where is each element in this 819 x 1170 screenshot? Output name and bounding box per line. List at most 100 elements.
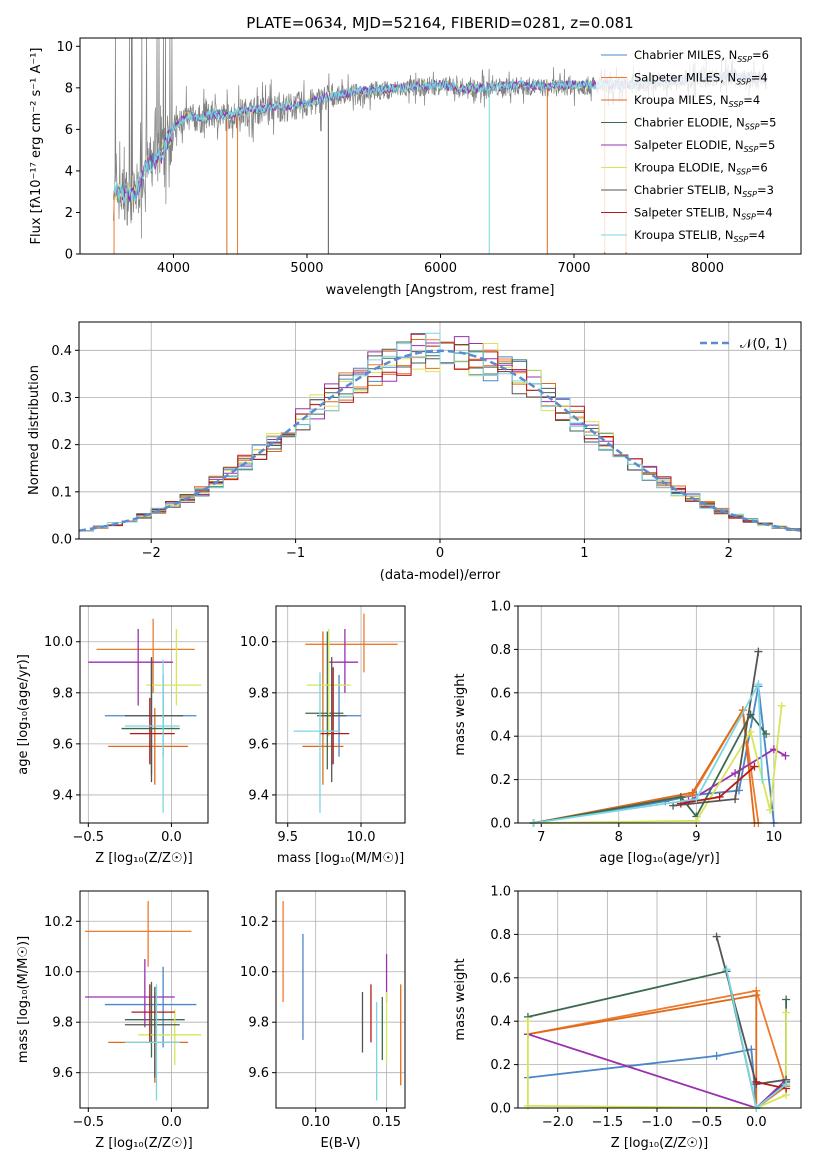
mass-vs-metallicity-panel: −0.5 0.0 9.6 9.8 10.0 10.2 Z [log₁₀(Z/Z☉)] mass… — [16, 890, 209, 1151]
age-z-xtick-label: 0.0 — [161, 830, 182, 845]
mass-ebv-xtick-label: 0.15 — [372, 1115, 401, 1130]
legend-count: =4 — [743, 93, 760, 107]
mw-age-marker — [692, 795, 701, 804]
histogram-ytick-label: 0.1 — [51, 485, 72, 500]
histogram-xlabel: (data-model)/error — [380, 568, 501, 583]
mw-z-marker — [782, 995, 791, 1004]
mw-z-ytick-label: 0.2 — [490, 1058, 511, 1073]
spectrum-xtick-label: 4000 — [157, 261, 190, 276]
histogram-xtick-label: 0 — [436, 546, 444, 561]
mw-age-marker — [765, 805, 774, 814]
mw-age-axes-frame — [517, 605, 802, 824]
legend-subscript: SSP — [741, 213, 756, 222]
mw-z-marker — [747, 1045, 756, 1054]
mw-z-series-line — [715, 936, 787, 1086]
mw-age-ytick-label: 0.2 — [490, 773, 511, 788]
legend-entry: Chabrier ELODIE, NSSP=5 — [634, 116, 776, 132]
mass-z-xtick-label: −0.5 — [73, 1115, 105, 1130]
mass-z-axes-frame — [79, 890, 209, 1109]
mw-z-xtick-label: −0.5 — [691, 1115, 723, 1130]
spectrum-ytick-label: 2 — [65, 206, 73, 221]
legend-entry: Kroupa STELIB, NSSP=4 — [634, 228, 765, 244]
legend-count: =6 — [752, 48, 769, 62]
spectrum-ytick-label: 10 — [56, 40, 73, 55]
mw-age-marker — [754, 647, 763, 656]
mw-age-series-line — [533, 680, 764, 824]
histogram-ytick-label: 0.3 — [51, 391, 72, 406]
age-mass-ytick-label: 10.0 — [240, 635, 269, 650]
mw-age-ytick-label: 0.4 — [490, 730, 511, 745]
age-mass-axes-frame — [275, 605, 406, 824]
legend-subscript: SSP — [745, 123, 760, 132]
age-z-ytick-label: 10.0 — [44, 635, 73, 650]
mw-z-marker — [523, 1101, 532, 1110]
mass-ebv-xtick-label: 0.10 — [301, 1115, 330, 1130]
mw-age-marker — [781, 751, 790, 760]
normal-curve — [78, 349, 802, 532]
residual-histogram-panel: −2 −1 0 1 2 0.0 0.1 0.2 0.3 0.4 (data-model)/erro… — [27, 321, 802, 583]
spectrum-xtick-label: 6000 — [424, 261, 457, 276]
mw-z-marker — [712, 932, 721, 941]
age-z-axes-frame — [79, 605, 209, 824]
age-mass-ytick-label: 9.4 — [248, 788, 269, 803]
legend-count: =4 — [748, 228, 765, 242]
histogram-xtick-label: 1 — [580, 546, 588, 561]
mw-age-ytick-label: 1.0 — [490, 600, 511, 615]
mw-z-ytick-label: 0.0 — [490, 1102, 511, 1117]
mass-vs-ebv-panel: 0.10 0.15 9.6 9.8 10.0 10.2 E(B-V) — [240, 890, 406, 1151]
mass-ebv-ytick-label: 9.8 — [248, 1016, 269, 1031]
massweight-vs-age-panel: 7 8 9 10 0.0 0.2 0.4 0.6 0.8 1.0 age [log₁₀(age/yr… — [453, 600, 802, 866]
histogram-axes-frame — [78, 321, 802, 540]
mw-age-ytick-label: 0.6 — [490, 686, 511, 701]
age-mass-ytick-label: 9.8 — [248, 686, 269, 701]
mw-z-xtick-label: −1.0 — [641, 1115, 673, 1130]
mw-z-marker — [752, 1077, 761, 1086]
histogram-step — [79, 332, 801, 532]
mw-z-marker — [752, 991, 761, 1000]
legend-count: =6 — [751, 161, 768, 175]
mw-z-xtick-label: −2.0 — [542, 1115, 574, 1130]
mw-age-marker — [688, 788, 697, 797]
spectrum-panel: 4000 5000 6000 7000 8000 0 2 4 6 8 10 wavelength [… — [29, 37, 802, 298]
mw-z-marker — [782, 1080, 791, 1089]
mass-z-ytick-label: 10.0 — [44, 965, 73, 980]
mw-age-xtick-label: 8 — [615, 830, 623, 845]
mw-age-marker — [750, 762, 759, 771]
age-z-ylabel: age [log₁₀(age/yr)] — [16, 654, 31, 775]
mw-age-xtick-label: 7 — [537, 830, 545, 845]
legend-entry: Salpeter STELIB, NSSP=4 — [634, 206, 773, 222]
histogram-xtick-label: −1 — [286, 546, 305, 561]
legend-entry: Chabrier MILES, NSSP=6 — [634, 48, 769, 64]
mw-age-ytick-label: 0.8 — [490, 643, 511, 658]
mw-z-marker — [712, 1051, 721, 1060]
age-z-ytick-label: 9.4 — [52, 788, 73, 803]
mass-z-xtick-label: 0.0 — [161, 1115, 182, 1130]
legend-entry: Chabrier STELIB, NSSP=3 — [634, 183, 774, 199]
mw-z-marker — [722, 965, 731, 974]
legend-subscript: SSP — [736, 168, 751, 177]
mass-z-xlabel: Z [log₁₀(Z/Z☉)] — [95, 1136, 192, 1151]
mass-z-ytick-label: 10.2 — [44, 915, 73, 930]
legend-subscript: SSP — [744, 145, 759, 154]
legend-count: =4 — [756, 206, 773, 220]
histogram-xtick-label: −2 — [142, 546, 161, 561]
age-mass-xlabel: mass [log₁₀(M/M☉)] — [277, 851, 404, 866]
age-z-ytick-label: 9.8 — [52, 686, 73, 701]
histogram-ytick-label: 0.4 — [51, 344, 72, 359]
age-mass-ytick-label: 9.6 — [248, 737, 269, 752]
mw-age-marker — [777, 701, 786, 710]
mass-ebv-ytick-label: 10.0 — [240, 965, 269, 980]
mw-z-ytick-label: 1.0 — [490, 885, 511, 900]
histogram-xtick-label: 2 — [725, 546, 733, 561]
legend-subscript: SSP — [734, 235, 749, 244]
mw-z-marker — [523, 1017, 532, 1026]
age-z-ytick-label: 9.6 — [52, 737, 73, 752]
age-mass-xtick-label: 10.0 — [347, 830, 376, 845]
mw-age-marker — [692, 816, 701, 825]
mw-age-series-line — [688, 748, 786, 803]
spectrum-xtick-label: 7000 — [557, 261, 590, 276]
legend-subscript: SSP — [736, 78, 751, 87]
mw-age-marker — [746, 727, 755, 736]
legend-count: =5 — [758, 138, 775, 152]
figure-title: PLATE=0634, MJD=52164, FIBERID=0281, z=0… — [246, 14, 633, 32]
